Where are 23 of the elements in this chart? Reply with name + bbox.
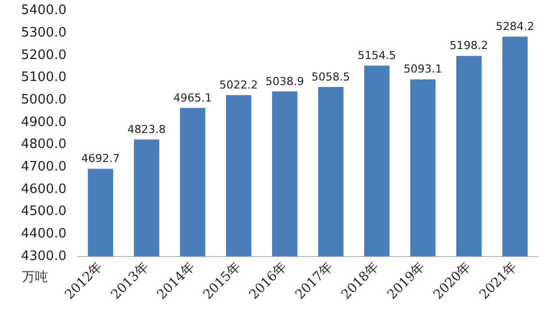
data-label: 5093.1	[404, 62, 442, 76]
data-label: 4965.1	[173, 91, 212, 104]
data-label: 5284.2	[496, 20, 534, 34]
data-label: 4823.8	[127, 122, 166, 136]
data-label: 5058.5	[312, 70, 350, 84]
y-tick-label: 4500.0	[20, 204, 66, 220]
y-tick-label: 5200.0	[20, 48, 66, 63]
y-tick-label: 5000.0	[20, 92, 66, 108]
data-label: 5022.2	[219, 78, 258, 92]
y-axis-title: 万吨	[22, 269, 48, 286]
data-label: 5154.5	[358, 48, 396, 62]
y-tick-label: 5400.0	[20, 3, 66, 18]
y-tick-label: 4900.0	[20, 114, 66, 130]
y-tick-label: 5100.0	[20, 70, 66, 86]
y-tick-label: 4600.0	[20, 182, 66, 197]
data-label: 5038.9	[265, 74, 304, 88]
data-label: 4692.7	[81, 152, 120, 166]
y-tick-label: 4300.0	[20, 248, 66, 264]
y-tick-label: 4400.0	[20, 226, 66, 242]
y-tick-label: 4700.0	[20, 159, 66, 174]
data-label: 5198.2	[450, 39, 488, 52]
y-tick-label: 4800.0	[20, 137, 66, 152]
y-tick-label: 5300.0	[20, 26, 66, 40]
